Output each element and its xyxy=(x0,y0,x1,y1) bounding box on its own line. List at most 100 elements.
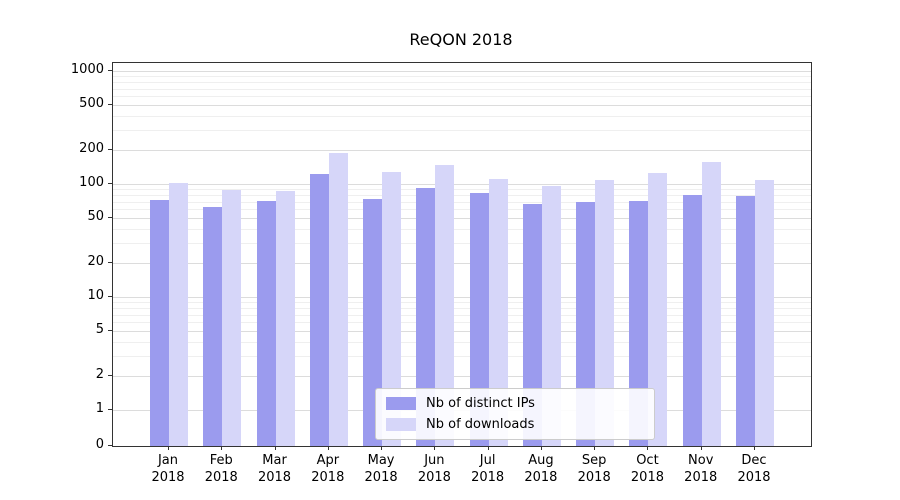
grid-line-minor xyxy=(113,81,811,83)
x-tick-mark xyxy=(647,446,649,450)
y-tick-label: 0 xyxy=(95,437,104,452)
x-tick-label: Feb 2018 xyxy=(189,452,253,486)
x-tick-label: Jan 2018 xyxy=(136,452,200,486)
x-tick-label: Sep 2018 xyxy=(562,452,626,486)
x-tick-year: 2018 xyxy=(364,470,398,485)
x-tick-month: May xyxy=(367,453,395,468)
x-tick-mark xyxy=(168,446,169,450)
legend-row-distinct-ips: Nb of distinct IPs xyxy=(386,396,644,411)
x-tick-mark xyxy=(594,446,596,450)
grid-line-minor xyxy=(113,228,811,230)
y-tick-mark xyxy=(108,445,112,446)
y-tick-label: 200 xyxy=(79,140,104,156)
x-tick-label: Apr 2018 xyxy=(296,452,360,486)
x-tick-year: 2018 xyxy=(151,470,185,485)
y-tick-label: 1000 xyxy=(70,62,104,77)
y-tick-mark xyxy=(108,70,112,71)
bar-downloads xyxy=(222,189,242,446)
grid-line-minor xyxy=(113,96,811,98)
bar-downloads xyxy=(382,171,402,446)
grid-line-minor xyxy=(113,302,811,304)
y-tick-label: 10 xyxy=(87,288,104,303)
bar-downloads xyxy=(701,161,721,446)
grid-line-minor xyxy=(113,243,811,245)
x-tick-year: 2018 xyxy=(737,470,771,485)
y-tick-mark xyxy=(108,296,112,297)
x-tick-label: Dec 2018 xyxy=(722,452,786,486)
y-tick-mark xyxy=(108,330,112,332)
x-tick-month: Apr xyxy=(316,453,340,468)
x-tick-label: Oct 2018 xyxy=(615,452,679,486)
bar-downloads xyxy=(595,180,615,446)
legend-swatch-distinct-ips xyxy=(386,397,416,410)
bar-distinct-ips xyxy=(736,196,755,446)
grid-line-major xyxy=(113,375,811,377)
grid-line-minor xyxy=(113,189,811,191)
grid-line-major xyxy=(113,218,811,220)
x-tick-month: Aug xyxy=(528,453,554,468)
x-tick-mark xyxy=(754,446,755,450)
x-tick-year: 2018 xyxy=(257,470,292,485)
grid-line-minor xyxy=(113,201,811,203)
x-tick-month: Mar xyxy=(262,453,287,468)
grid-line-minor xyxy=(113,307,811,309)
bar-distinct-ips xyxy=(363,198,383,446)
bar-distinct-ips xyxy=(469,192,489,446)
bar-downloads xyxy=(328,153,348,446)
y-tick-mark xyxy=(108,183,112,184)
chart-title: ReQON 2018 xyxy=(409,30,513,49)
y-tick-label: 20 xyxy=(87,253,104,269)
x-tick-year: 2018 xyxy=(524,470,558,485)
x-tick-year: 2018 xyxy=(417,470,451,485)
legend-row-downloads: Nb of downloads xyxy=(386,417,644,432)
x-tick-month: Dec xyxy=(741,453,767,468)
grid-line-major xyxy=(113,297,811,298)
bar-distinct-ips xyxy=(522,203,542,446)
bar-distinct-ips xyxy=(256,200,276,446)
bar-distinct-ips xyxy=(150,200,169,446)
x-tick-month: Sep xyxy=(581,453,607,468)
grid-line-minor xyxy=(113,88,811,90)
y-tick-label: 50 xyxy=(87,209,104,225)
x-tick-mark xyxy=(327,446,329,450)
grid-line-major xyxy=(113,331,811,333)
grid-line-minor xyxy=(113,194,811,196)
x-tick-mark xyxy=(700,446,702,450)
legend: Nb of distinct IPs Nb of downloads xyxy=(375,388,655,440)
grid-line-major xyxy=(113,105,811,107)
x-tick-mark xyxy=(221,446,223,450)
y-tick-label: 5 xyxy=(95,322,104,338)
grid-line-minor xyxy=(113,341,811,343)
x-tick-year: 2018 xyxy=(577,470,611,485)
x-tick-year: 2018 xyxy=(204,470,238,485)
x-tick-month: Jan xyxy=(157,453,179,468)
plot-area xyxy=(112,62,812,447)
bar-downloads xyxy=(648,173,668,446)
y-tick-label: 100 xyxy=(79,175,104,190)
bar-distinct-ips xyxy=(309,174,329,446)
bar-downloads xyxy=(169,183,188,446)
y-tick-label: 500 xyxy=(79,96,104,112)
y-tick-label: 2 xyxy=(95,366,104,382)
x-tick-mark xyxy=(434,446,436,450)
x-tick-label: Nov 2018 xyxy=(669,452,733,486)
bar-downloads xyxy=(488,179,508,446)
y-tick-mark xyxy=(108,217,112,219)
grid-line-major xyxy=(113,184,811,185)
x-tick-month: Jul xyxy=(479,453,496,468)
x-tick-mark xyxy=(274,446,276,450)
x-tick-label: Jun 2018 xyxy=(402,452,466,486)
x-tick-year: 2018 xyxy=(630,470,664,485)
bar-downloads xyxy=(435,164,455,446)
y-tick-mark xyxy=(108,148,112,150)
grid-line-minor xyxy=(113,322,811,324)
grid-line-minor xyxy=(113,76,811,78)
x-tick-label: Mar 2018 xyxy=(243,452,307,486)
bar-distinct-ips xyxy=(629,200,649,446)
grid-line-minor xyxy=(113,115,811,117)
bar-distinct-ips xyxy=(203,207,223,446)
y-tick-mark xyxy=(108,409,112,410)
x-tick-month: Feb xyxy=(209,453,233,468)
y-tick-mark xyxy=(108,374,112,376)
x-tick-mark xyxy=(487,446,489,450)
